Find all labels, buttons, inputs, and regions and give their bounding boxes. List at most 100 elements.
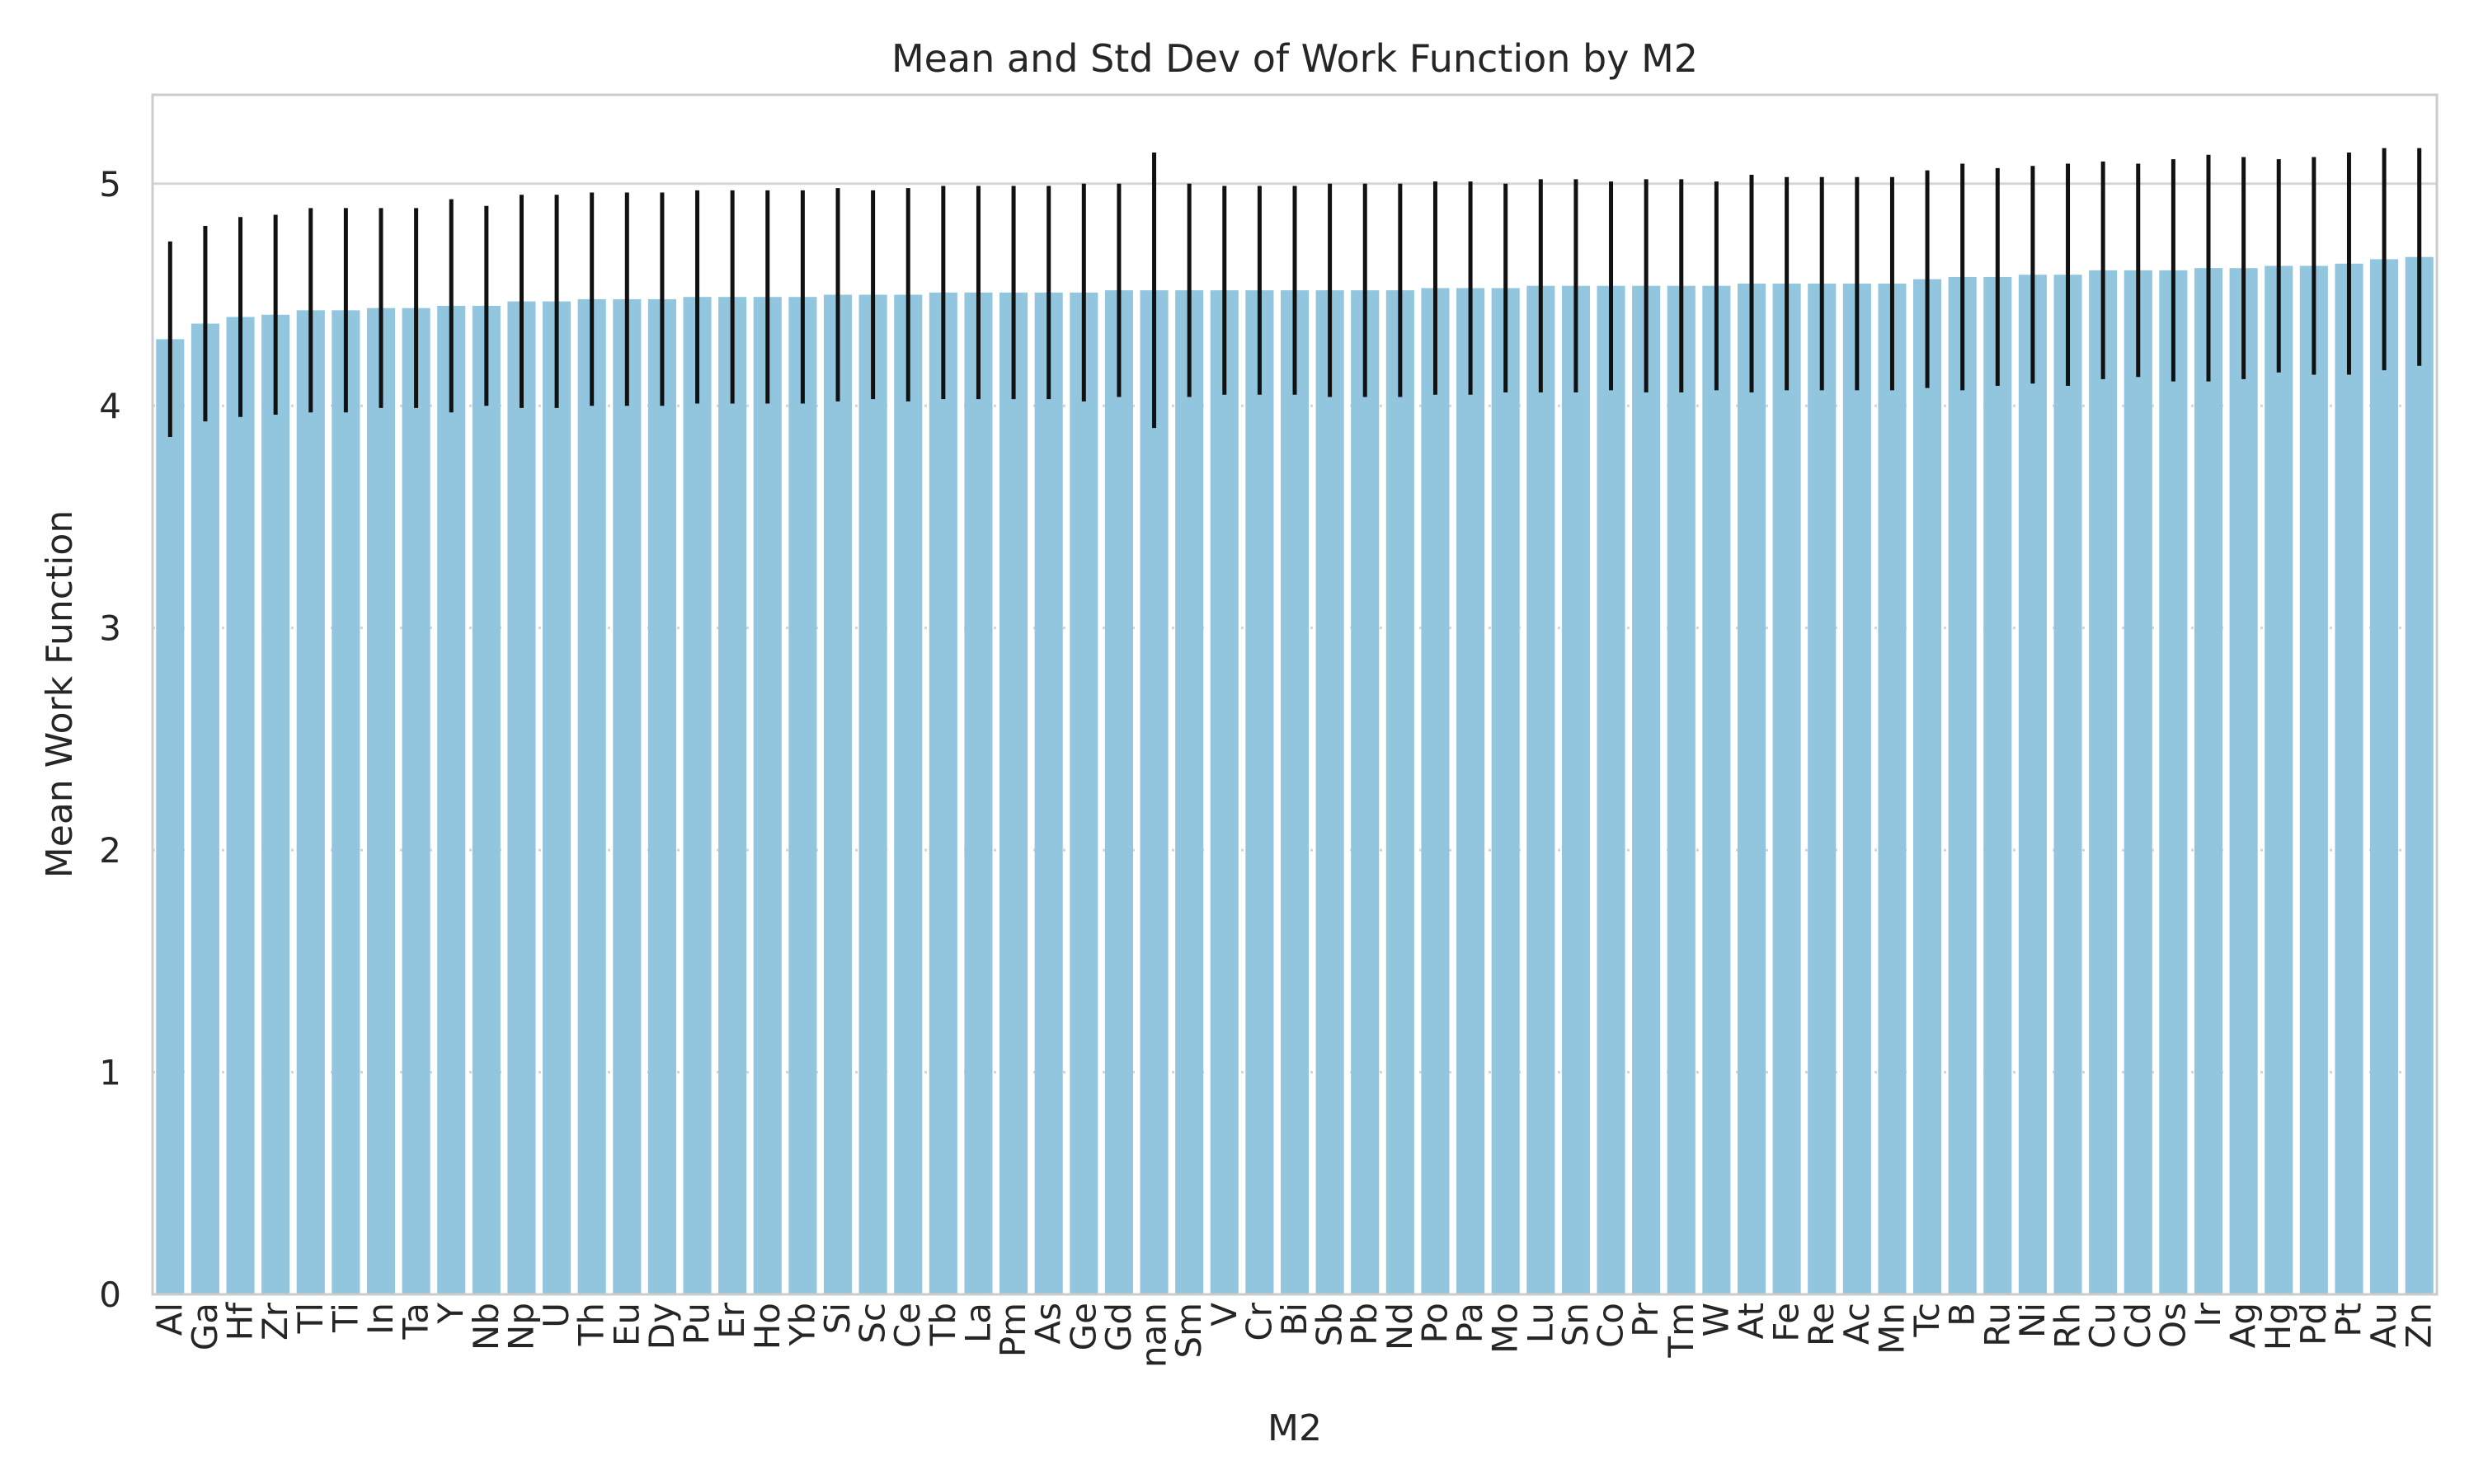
bar-Nd (1385, 290, 1414, 1295)
x-tick-label: Mo (1485, 1303, 1526, 1354)
x-tick-label: Np (501, 1303, 541, 1350)
x-tick-label: Fe (1766, 1303, 1807, 1342)
bar-Mo (1491, 288, 1520, 1295)
y-tick-label: 5 (99, 164, 121, 204)
bar-Pm (999, 292, 1028, 1294)
y-tick-label: 4 (99, 386, 121, 426)
bar-Po (1421, 288, 1450, 1295)
bar-Mn (1878, 284, 1907, 1294)
bar-Yb (788, 297, 817, 1294)
x-tick-label: Ag (2223, 1303, 2264, 1348)
bar-U (543, 301, 571, 1294)
x-tick-label: Re (1801, 1303, 1841, 1346)
bar-Ti (332, 310, 360, 1295)
x-tick-label: Mn (1871, 1303, 1912, 1355)
x-tick-label: Rh (2048, 1303, 2088, 1349)
x-tick-label: Tb (923, 1303, 963, 1346)
x-tick-label: V (1204, 1303, 1244, 1327)
bar-Np (507, 301, 536, 1294)
bar-Fe (1772, 284, 1801, 1294)
x-tick-label: Cr (1239, 1302, 1279, 1341)
y-tick-label: 3 (99, 608, 121, 649)
x-tick-label: At (1731, 1303, 1771, 1339)
bar-In (366, 308, 396, 1295)
bar-Lu (1526, 285, 1555, 1295)
x-tick-label: Tl (290, 1303, 331, 1334)
bar-Sc (858, 294, 887, 1294)
x-tick-label: Ru (1977, 1303, 2017, 1347)
x-tick-label: Pb (1344, 1303, 1385, 1345)
bar-Cr (1245, 290, 1274, 1295)
x-tick-label: Po (1414, 1303, 1455, 1344)
x-tick-label: Bi (1274, 1303, 1315, 1336)
x-tick-label: Ge (1063, 1303, 1103, 1350)
y-tick-label: 0 (99, 1275, 121, 1315)
x-tick-label: Pd (2293, 1303, 2334, 1345)
bar-Ag (2229, 268, 2258, 1295)
x-tick-label: Sm (1169, 1303, 1209, 1359)
bar-Hf (226, 317, 255, 1294)
x-tick-label: Cu (2082, 1303, 2123, 1349)
x-tick-label: Ho (747, 1303, 788, 1350)
y-tick-label: 2 (99, 830, 121, 871)
x-tick-label: Os (2152, 1303, 2193, 1348)
x-tick-label: Cd (2118, 1303, 2158, 1349)
bar-As (1034, 292, 1063, 1294)
x-tick-label: W (1696, 1303, 1736, 1337)
x-tick-label: Gd (1098, 1303, 1139, 1351)
bar-V (1210, 290, 1239, 1295)
bar-Eu (613, 298, 642, 1294)
bar-W (1702, 285, 1731, 1295)
x-tick-label: Pm (993, 1303, 1033, 1357)
x-tick-label: Nb (466, 1303, 506, 1350)
x-tick-label: Eu (606, 1303, 647, 1346)
y-tick-label: 1 (99, 1053, 121, 1093)
x-tick-label: nan (1134, 1303, 1174, 1368)
bar-nan (1140, 290, 1169, 1295)
bar-Bi (1280, 290, 1310, 1295)
bar-Ni (2018, 275, 2047, 1294)
x-tick-labels: AlGaHfZrTlTiInTaYNbNpUThEuDyPuErHoYbSiSc… (149, 1302, 2439, 1368)
bar-Tc (1913, 279, 1942, 1294)
bar-Ru (1983, 276, 2012, 1294)
bar-Ho (753, 297, 782, 1294)
x-tick-label: Pa (1450, 1303, 1490, 1343)
x-tick-label: Nd (1380, 1303, 1420, 1350)
bar-Sm (1175, 290, 1204, 1295)
x-tick-label: Pt (2328, 1303, 2368, 1337)
x-tick-label: Pu (677, 1303, 717, 1345)
bar-La (964, 292, 993, 1294)
bar-Er (718, 297, 747, 1294)
bar-Rh (2053, 275, 2082, 1294)
y-gridlines (153, 182, 2437, 1296)
x-tick-label: B (1942, 1303, 1982, 1327)
bar-Cd (2124, 270, 2152, 1295)
x-tick-label: Au (2363, 1303, 2404, 1348)
x-tick-label: Hf (220, 1302, 261, 1341)
bar-Hg (2265, 265, 2293, 1295)
bar-Dy (647, 298, 676, 1294)
x-tick-label: Ga (185, 1303, 225, 1350)
x-tick-label: Al (149, 1303, 190, 1336)
x-tick-label: Y (430, 1303, 471, 1325)
bar-Sn (1561, 285, 1590, 1295)
plot-frame (151, 93, 2439, 1296)
x-tick-label: Ti (325, 1303, 365, 1333)
y-axis-label: Mean Work Function (39, 510, 81, 878)
x-tick-label: Co (1591, 1303, 1631, 1348)
bar-Pb (1351, 290, 1380, 1295)
bar-Pu (683, 297, 712, 1294)
y-tick-labels: 0 1 2 3 4 5 (99, 164, 121, 1315)
x-tick-label: As (1028, 1303, 1069, 1345)
x-tick-label: Sn (1555, 1303, 1596, 1346)
bar-At (1737, 284, 1766, 1294)
x-tick-label: Sb (1310, 1303, 1350, 1346)
bar-Au (2370, 259, 2399, 1294)
error-bars (167, 148, 2422, 437)
bar-Tm (1667, 285, 1696, 1295)
bar-Zr (261, 314, 290, 1294)
bar-Tb (929, 292, 957, 1294)
x-tick-label: Sc (853, 1303, 893, 1344)
x-axis-label: M2 (1268, 1407, 1322, 1449)
